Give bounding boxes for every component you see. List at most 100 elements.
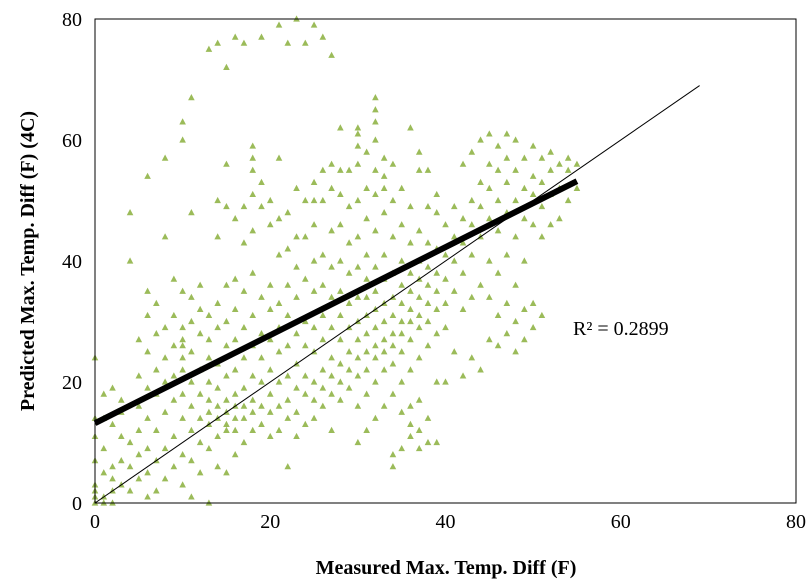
data-point-marker	[564, 196, 572, 204]
data-point-marker	[310, 323, 318, 331]
x-axis-title: Measured Max. Temp. Diff (F)	[316, 557, 577, 579]
data-point-marker	[372, 323, 379, 331]
data-point-marker	[302, 317, 309, 325]
data-point-marker	[214, 323, 221, 331]
data-point-marker	[275, 251, 283, 258]
data-point-marker	[249, 142, 257, 149]
data-point-marker	[161, 323, 169, 331]
data-point-marker	[503, 178, 511, 185]
data-point-marker	[223, 317, 230, 325]
data-point-marker	[363, 184, 370, 191]
data-point-marker	[424, 263, 432, 270]
data-point-marker	[407, 269, 414, 276]
plot-area-frame	[94, 18, 797, 504]
data-point-marker	[512, 281, 519, 288]
data-point-marker	[293, 184, 300, 191]
data-point-marker	[170, 396, 178, 403]
data-point-marker	[433, 330, 441, 337]
data-point-marker	[450, 257, 458, 264]
data-point-marker	[468, 221, 476, 228]
data-point-marker	[389, 160, 397, 167]
data-point-marker	[486, 336, 493, 343]
data-point-marker	[389, 451, 397, 458]
data-point-marker	[398, 444, 405, 452]
data-point-marker	[415, 396, 423, 403]
y-tick-label: 80	[62, 9, 82, 31]
data-point-marker	[529, 323, 537, 331]
data-point-marker	[433, 378, 441, 385]
data-point-marker	[380, 402, 388, 409]
data-point-marker	[477, 202, 484, 210]
data-point-marker	[153, 487, 160, 494]
data-point-marker	[205, 408, 213, 415]
data-point-marker	[293, 293, 300, 300]
data-point-marker	[337, 221, 344, 228]
data-point-marker	[214, 233, 221, 240]
data-point-marker	[521, 154, 528, 161]
data-point-marker	[424, 239, 432, 246]
data-point-marker	[450, 348, 458, 355]
data-point-marker	[415, 444, 423, 452]
data-point-marker	[564, 154, 572, 161]
data-point-marker	[266, 221, 274, 228]
data-point-marker	[345, 348, 353, 355]
data-point-marker	[407, 124, 414, 131]
data-point-marker	[433, 209, 441, 216]
data-point-marker	[512, 317, 519, 325]
data-point-marker	[135, 426, 143, 433]
data-point-marker	[477, 366, 484, 373]
data-point-marker	[310, 287, 318, 294]
data-point-marker	[468, 196, 476, 204]
data-point-marker	[354, 233, 362, 240]
data-point-marker	[188, 293, 195, 300]
data-point-marker	[372, 263, 379, 270]
data-point-marker	[415, 311, 423, 319]
data-point-marker	[214, 432, 221, 440]
data-point-marker	[363, 330, 370, 337]
data-point-marker	[503, 330, 511, 337]
r-squared-annotation: R² = 0.2899	[573, 318, 669, 340]
data-point-marker	[231, 33, 239, 40]
data-point-marker	[161, 354, 169, 361]
data-point-marker	[196, 438, 204, 446]
data-point-marker	[179, 136, 186, 143]
data-point-marker	[459, 269, 467, 276]
data-point-marker	[153, 366, 160, 373]
data-point-marker	[380, 317, 388, 325]
data-point-marker	[275, 21, 283, 28]
data-point-marker	[512, 166, 519, 173]
data-point-marker	[144, 348, 151, 355]
data-point-marker	[249, 190, 257, 198]
data-point-marker	[310, 257, 318, 264]
data-point-marker	[249, 227, 257, 234]
data-points	[91, 15, 581, 506]
data-point-marker	[240, 414, 248, 421]
data-point-marker	[337, 336, 344, 343]
data-point-marker	[214, 402, 221, 409]
data-point-marker	[214, 463, 221, 470]
data-point-marker	[354, 438, 362, 446]
data-point-marker	[223, 202, 230, 210]
data-point-marker	[310, 396, 318, 403]
data-point-marker	[196, 414, 204, 421]
data-point-marker	[442, 251, 449, 258]
data-point-marker	[354, 293, 362, 300]
data-point-marker	[258, 420, 265, 427]
data-point-marker	[503, 299, 511, 306]
data-point-marker	[494, 196, 502, 204]
data-point-marker	[196, 469, 204, 476]
data-point-marker	[363, 275, 370, 282]
data-point-marker	[407, 202, 414, 210]
data-point-marker	[126, 257, 134, 264]
data-point-marker	[135, 336, 143, 343]
data-point-marker	[214, 39, 221, 46]
data-point-marker	[310, 378, 318, 385]
data-point-marker	[223, 426, 230, 433]
data-point-marker	[424, 342, 432, 349]
data-point-marker	[433, 190, 441, 198]
data-point-marker	[240, 39, 248, 46]
data-point-marker	[188, 348, 195, 355]
data-point-marker	[442, 378, 449, 385]
data-point-marker	[170, 372, 178, 379]
data-point-marker	[135, 451, 143, 458]
